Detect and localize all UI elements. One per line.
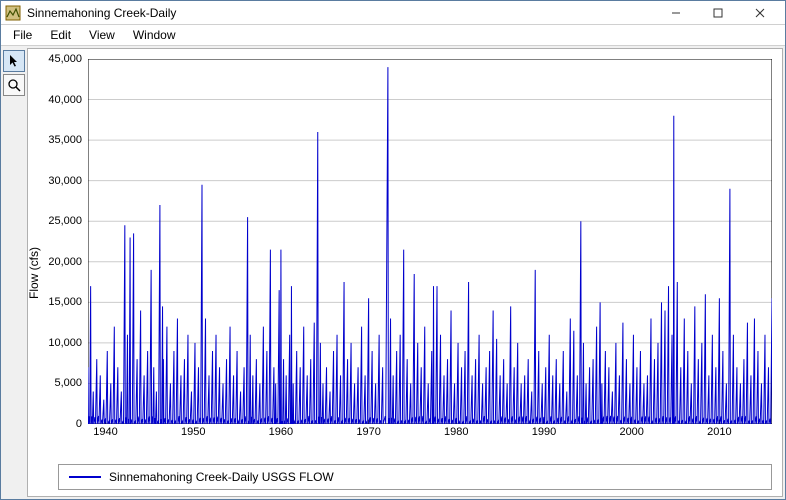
menu-edit[interactable]: Edit [42, 26, 79, 44]
x-tick-label: 1990 [532, 426, 556, 438]
titlebar[interactable]: Sinnemahoning Creek-Daily [1, 1, 785, 25]
menu-file[interactable]: File [5, 26, 40, 44]
pointer-icon [7, 54, 21, 68]
y-tick-label: 10,000 [48, 337, 82, 349]
x-tick-label: 1950 [181, 426, 205, 438]
left-toolbar [1, 46, 27, 499]
legend: Sinnemahoning Creek-Daily USGS FLOW [58, 464, 772, 490]
y-tick-label: 5,000 [54, 377, 82, 389]
maximize-button[interactable] [697, 2, 739, 24]
minimize-button[interactable] [655, 2, 697, 24]
menu-window[interactable]: Window [125, 26, 184, 44]
chart-svg [88, 59, 772, 424]
close-button[interactable] [739, 2, 781, 24]
legend-swatch [69, 476, 101, 478]
y-tick-label: 30,000 [48, 175, 82, 187]
x-tick-label: 1970 [356, 426, 380, 438]
magnifier-icon [7, 78, 21, 92]
menubar: File Edit View Window [1, 25, 785, 45]
y-tick-label: 25,000 [48, 215, 82, 227]
pointer-tool-button[interactable] [3, 50, 25, 72]
y-tick-label: 20,000 [48, 256, 82, 268]
x-tick-label: 1940 [93, 426, 117, 438]
x-tick-label: 2010 [707, 426, 731, 438]
chart-panel: Flow (cfs) 05,00010,00015,00020,00025,00… [27, 48, 783, 497]
plot-area[interactable] [88, 59, 772, 424]
legend-label: Sinnemahoning Creek-Daily USGS FLOW [109, 470, 334, 484]
app-icon [5, 5, 21, 21]
window-controls [655, 2, 781, 24]
y-tick-label: 45,000 [48, 53, 82, 65]
app-window: Sinnemahoning Creek-Daily File Edit View… [0, 0, 786, 500]
y-tick-label: 0 [76, 418, 82, 430]
client-area: Flow (cfs) 05,00010,00015,00020,00025,00… [1, 45, 785, 499]
menu-view[interactable]: View [81, 26, 123, 44]
x-tick-labels: 1940 1950 1960 1970 1980 1990 2000 2010 [88, 426, 772, 442]
x-tick-label: 1980 [444, 426, 468, 438]
zoom-tool-button[interactable] [3, 74, 25, 96]
y-tick-labels: 05,00010,00015,00020,00025,00030,00035,0… [28, 59, 86, 424]
y-tick-label: 35,000 [48, 134, 82, 146]
y-tick-label: 40,000 [48, 94, 82, 106]
x-tick-label: 2000 [619, 426, 643, 438]
window-title: Sinnemahoning Creek-Daily [27, 6, 655, 20]
x-tick-label: 1960 [269, 426, 293, 438]
y-tick-label: 15,000 [48, 296, 82, 308]
